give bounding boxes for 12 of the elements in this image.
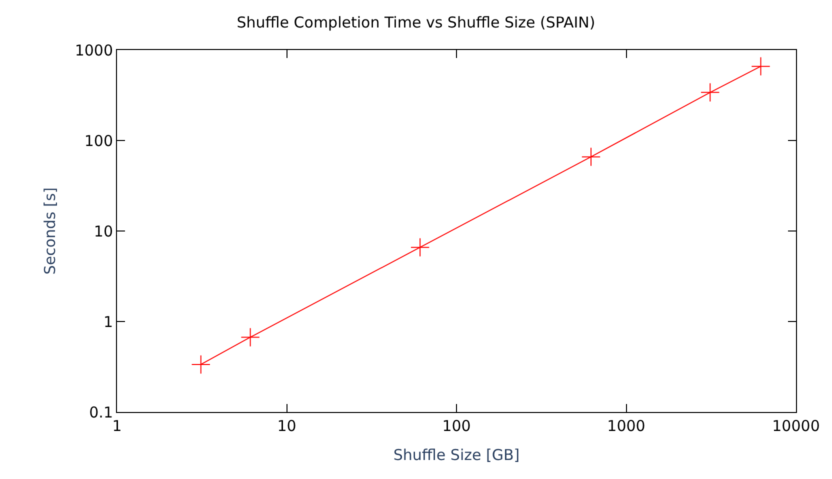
y-tick-label: 10: [94, 222, 113, 240]
y-axis-title: Seconds [s]: [41, 187, 60, 275]
y-tick-label: 0.1: [89, 403, 113, 422]
x-tick-label: 100: [442, 417, 471, 435]
y-tick-label: 1000: [74, 41, 113, 60]
y-tick-label: 1: [103, 312, 113, 331]
y-tick-label: 100: [84, 132, 113, 150]
x-tick-label: 1000: [607, 417, 646, 435]
x-tick-label: 10000: [772, 417, 820, 435]
x-tick-label: 10: [277, 417, 296, 435]
x-axis-title: Shuffle Size [GB]: [393, 446, 520, 464]
chart-title: Shuffle Completion Time vs Shuffle Size (SPAIN): [236, 13, 596, 32]
